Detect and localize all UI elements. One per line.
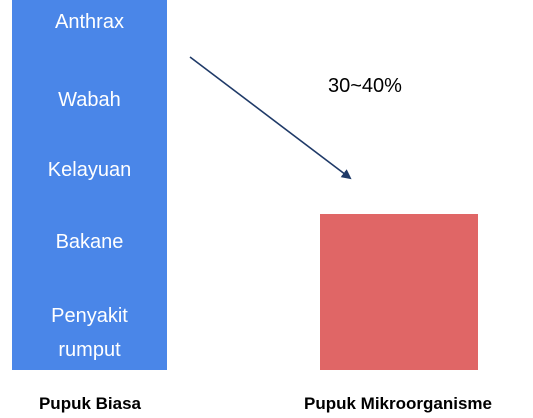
disease-item: Bakane: [55, 231, 124, 253]
microorganism-box: [320, 214, 478, 370]
disease-item-wrap: Penyakit rumput: [12, 299, 167, 367]
disease-item: Anthrax: [55, 11, 124, 33]
disease-item: Wabah: [58, 89, 121, 111]
disease-item: Penyakit rumput: [51, 305, 128, 361]
disease-item: Kelayuan: [47, 159, 132, 181]
right-caption: Pupuk Mikroorganisme: [304, 394, 492, 413]
reduction-arrow: [189, 56, 352, 180]
conventional-box: Anthrax Wabah Kelayuan Bakane Penyakit r…: [12, 0, 167, 370]
arrow-label: 30~40%: [328, 75, 402, 97]
left-caption: Pupuk Biasa: [38, 394, 142, 413]
